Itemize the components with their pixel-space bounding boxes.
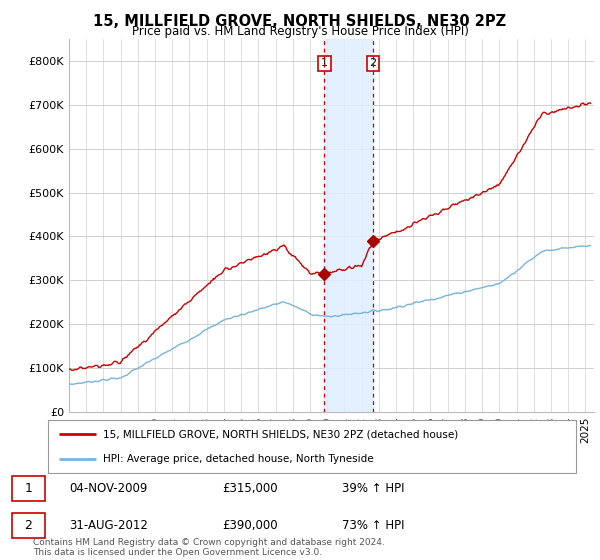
Text: £315,000: £315,000 <box>222 482 278 495</box>
Text: HPI: Average price, detached house, North Tyneside: HPI: Average price, detached house, Nort… <box>103 454 374 464</box>
Text: Contains HM Land Registry data © Crown copyright and database right 2024.
This d: Contains HM Land Registry data © Crown c… <box>33 538 385 557</box>
Text: Price paid vs. HM Land Registry's House Price Index (HPI): Price paid vs. HM Land Registry's House … <box>131 25 469 38</box>
Text: 73% ↑ HPI: 73% ↑ HPI <box>342 519 404 532</box>
Text: 2: 2 <box>25 519 32 532</box>
Text: 2: 2 <box>370 58 377 68</box>
Text: 15, MILLFIELD GROVE, NORTH SHIELDS, NE30 2PZ: 15, MILLFIELD GROVE, NORTH SHIELDS, NE30… <box>94 14 506 29</box>
Text: 31-AUG-2012: 31-AUG-2012 <box>69 519 148 532</box>
Bar <box>325 39 373 412</box>
Text: 1: 1 <box>321 58 328 68</box>
Text: £390,000: £390,000 <box>222 519 278 532</box>
Text: 04-NOV-2009: 04-NOV-2009 <box>69 482 148 495</box>
Text: 39% ↑ HPI: 39% ↑ HPI <box>342 482 404 495</box>
Text: 1: 1 <box>25 482 32 495</box>
FancyBboxPatch shape <box>48 420 576 473</box>
Text: 15, MILLFIELD GROVE, NORTH SHIELDS, NE30 2PZ (detached house): 15, MILLFIELD GROVE, NORTH SHIELDS, NE30… <box>103 430 458 440</box>
